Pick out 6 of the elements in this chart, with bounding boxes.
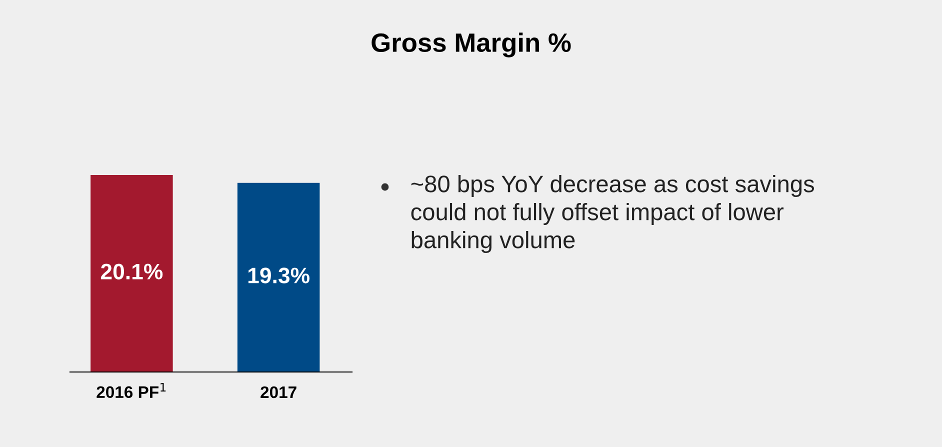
data-label: 20.1% [100, 264, 163, 280]
text: ~80 bps YoY decrease as cost savings could not fully offset impact of lower banking volume [411, 175, 814, 254]
x-tick-label: 2017 [260, 386, 296, 398]
text: Gross Margin % [372, 32, 571, 58]
x-tick-label: 2016 PF$^{1}$ [96, 382, 166, 398]
data-label: 19.3% [248, 268, 310, 284]
